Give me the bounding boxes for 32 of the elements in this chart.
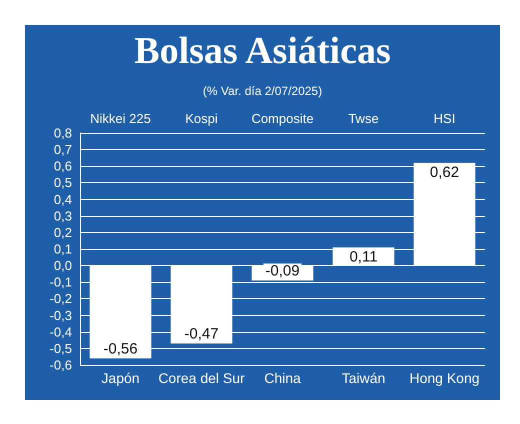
y-tick-label: 0,5	[54, 175, 72, 190]
data-label: -0,47	[184, 325, 219, 342]
y-tick-label: 0,6	[54, 158, 72, 174]
text: Kospi	[185, 111, 218, 126]
y-tick-label: 0,8	[54, 126, 72, 140]
data-label: -0,56	[103, 340, 138, 358]
y-tick-label: 0,4	[54, 192, 72, 207]
y-tick-label: 0,7	[54, 142, 72, 158]
y-tick-label: 0,3	[54, 208, 72, 224]
x-tick-label: Corea del Sur	[158, 370, 246, 386]
text: HSI	[434, 111, 456, 126]
x-tick-label: Taiwán	[342, 370, 386, 386]
y-tick-label: 0,1	[54, 242, 72, 256]
y-tick-label: -0,3	[50, 308, 72, 323]
y-tick-label: -0,4	[50, 324, 72, 340]
y-tick-label: 0,2	[54, 224, 72, 240]
x-tick-label: Hong Kong	[409, 370, 480, 386]
y-tick-label: -0,2	[50, 291, 72, 306]
chart-title: Bolsas Asiáticas	[134, 30, 391, 72]
data-label: 0,11	[349, 248, 378, 266]
text: Twse	[348, 111, 379, 126]
x-tick-label: China	[264, 370, 301, 386]
y-tick-label: -0,5	[50, 340, 72, 356]
data-label: -0,09	[265, 262, 300, 280]
x-tick-label: Japón	[101, 370, 140, 386]
text: Nikkei 225	[90, 111, 151, 126]
y-tick-label: 0,0	[54, 258, 72, 274]
y-tick-label: -0,6	[50, 358, 72, 372]
data-label: 0,62	[430, 164, 460, 181]
text: Composite	[251, 111, 314, 126]
y-tick-label: -0,1	[50, 274, 72, 290]
chart-subtitle: (% Var. día 2/07/2025)	[202, 84, 322, 98]
